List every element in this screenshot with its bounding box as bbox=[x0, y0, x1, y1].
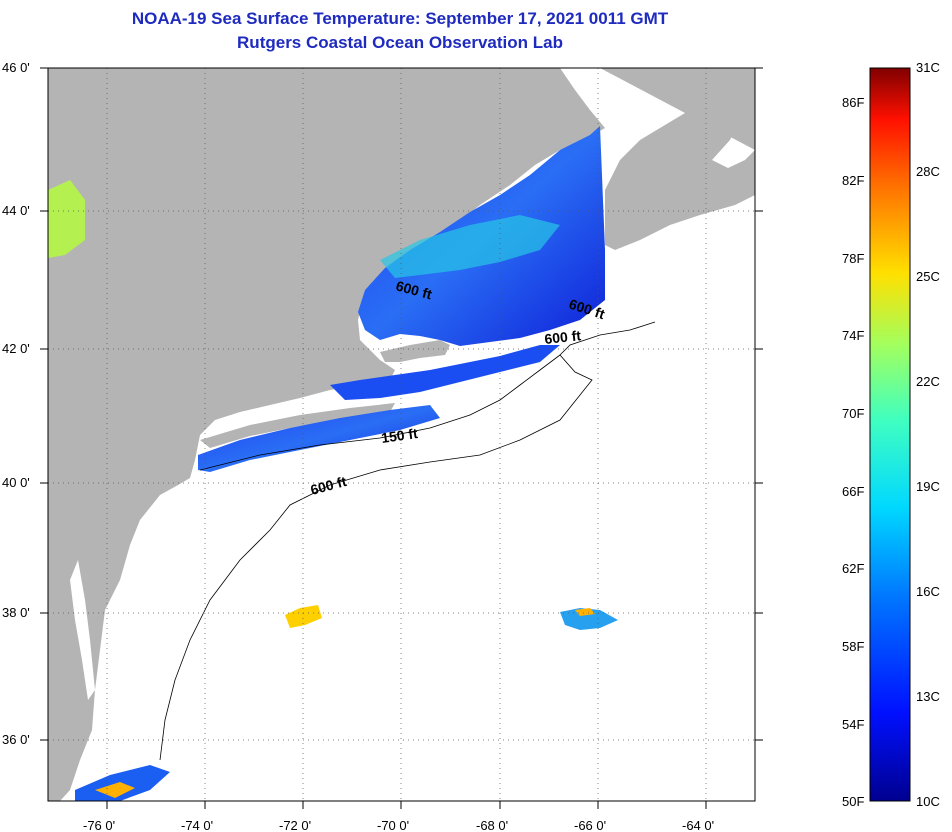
cb-c-19: 19C bbox=[916, 479, 940, 494]
cb-f-70: 70F bbox=[842, 406, 864, 421]
map-subtitle: Rutgers Coastal Ocean Observation Lab bbox=[237, 33, 563, 52]
sst-warm-spot bbox=[575, 608, 595, 616]
sst-nova-patch bbox=[560, 608, 618, 630]
land-nova-scotia bbox=[600, 68, 755, 250]
lat-label-40: 40 0' bbox=[2, 475, 30, 490]
sst-south-warm bbox=[95, 782, 135, 798]
cb-f-54: 54F bbox=[842, 717, 864, 732]
land-chesapeake bbox=[70, 560, 95, 700]
sst-cyan-patch bbox=[380, 215, 560, 278]
contour-label-3: 600 ft bbox=[544, 327, 582, 347]
contour-150ft bbox=[199, 354, 561, 471]
cb-f-58: 58F bbox=[842, 639, 864, 654]
colorbar-f-labels: 86F 82F 78F 74F 70F 66F 62F 58F 54F 50F bbox=[842, 95, 864, 809]
lon-label-64: -64 0' bbox=[682, 818, 714, 832]
cb-f-66: 66F bbox=[842, 484, 864, 499]
cb-f-82: 82F bbox=[842, 173, 864, 188]
cb-c-25: 25C bbox=[916, 269, 940, 284]
cb-c-31: 31C bbox=[916, 60, 940, 75]
lon-label-68: -68 0' bbox=[476, 818, 508, 832]
cb-c-13: 13C bbox=[916, 689, 940, 704]
lon-label-74: -74 0' bbox=[181, 818, 213, 832]
land-mainland bbox=[48, 68, 605, 801]
lat-ticks bbox=[40, 67, 763, 741]
grid-lines bbox=[48, 68, 755, 801]
lon-label-66: -66 0' bbox=[574, 818, 606, 832]
contour-600ft bbox=[159, 321, 656, 761]
cb-c-16: 16C bbox=[916, 584, 940, 599]
lon-ticks bbox=[106, 801, 707, 809]
lat-label-36: 36 0' bbox=[2, 732, 30, 747]
cb-f-78: 78F bbox=[842, 251, 864, 266]
cb-f-62: 62F bbox=[842, 561, 864, 576]
cb-f-50: 50F bbox=[842, 794, 864, 809]
cb-c-28: 28C bbox=[916, 164, 940, 179]
colorbar-c-labels: 31C 28C 25C 22C 19C 16C 13C 10C bbox=[916, 60, 940, 809]
contour-label-4: 150 ft bbox=[380, 425, 419, 446]
lon-label-70: -70 0' bbox=[377, 818, 409, 832]
lon-label-76: -76 0' bbox=[83, 818, 115, 832]
cb-c-22: 22C bbox=[916, 374, 940, 389]
land-cape-cod bbox=[380, 340, 450, 362]
lat-label-42: 42 0' bbox=[2, 341, 30, 356]
land-long-island bbox=[200, 403, 395, 448]
lat-label-38: 38 0' bbox=[2, 605, 30, 620]
sst-georges-strip bbox=[330, 345, 560, 400]
lon-label-72: -72 0' bbox=[279, 818, 311, 832]
lat-label-44: 44 0' bbox=[2, 203, 30, 218]
sst-lake-patch bbox=[48, 180, 85, 258]
cb-f-86: 86F bbox=[842, 95, 864, 110]
map-title: NOAA-19 Sea Surface Temperature: Septemb… bbox=[131, 9, 669, 28]
cb-c-10: 10C bbox=[916, 794, 940, 809]
cb-f-74: 74F bbox=[842, 328, 864, 343]
sst-warm-patch-72 bbox=[285, 605, 322, 628]
colorbar bbox=[869, 67, 911, 802]
lat-label-46: 46 0' bbox=[2, 60, 30, 75]
